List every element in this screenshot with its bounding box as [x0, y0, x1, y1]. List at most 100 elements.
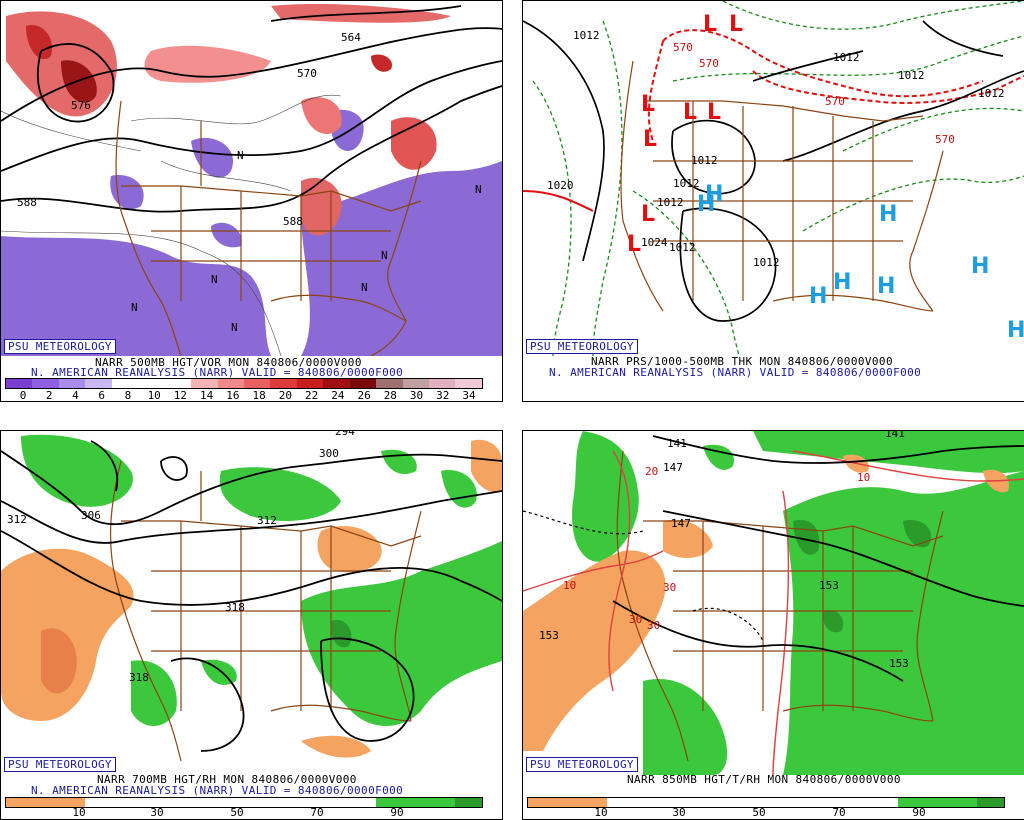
contour-label: 576 — [71, 99, 91, 112]
temperature-label: 10 — [857, 471, 870, 484]
caption-title: NARR PRS/1000-500MB THK MON 840806/0000V… — [591, 355, 893, 368]
colorbar-tick-label: 70 — [832, 806, 846, 819]
colorbar-swatch — [739, 798, 766, 807]
height-contour — [1, 85, 502, 213]
height-contour — [1, 530, 502, 606]
high-pressure-center: H — [705, 182, 723, 207]
colorbar-swatch — [951, 798, 978, 807]
contour-label: 141 — [885, 431, 905, 440]
contour-label: 153 — [819, 579, 839, 592]
temperature-contour — [608, 450, 631, 692]
low-pressure-center: L — [729, 12, 743, 37]
vorticity-map: 564 570 576 588 588 N N N N N N N — [1, 4, 502, 356]
rh-colorbar — [5, 797, 483, 808]
contour-label: 306 — [81, 509, 101, 522]
height-contour — [170, 657, 245, 752]
thickness-contour — [632, 190, 740, 356]
colorbar-swatch — [217, 798, 244, 807]
temperature-contour — [792, 450, 1024, 482]
colorbar-swatch — [455, 798, 482, 807]
colorbar-swatch — [528, 798, 555, 807]
high-pressure-center: H — [697, 192, 715, 217]
high-pressure-center: H — [971, 254, 989, 279]
height-contour — [662, 510, 1024, 607]
colorbar-swatch — [580, 798, 608, 807]
high-pressure-center: H — [833, 270, 851, 295]
colorbar-tick-label: 32 — [436, 389, 450, 402]
colorbar-swatch — [607, 798, 634, 807]
colorbar-swatch — [349, 798, 377, 807]
thickness-label: 570 — [825, 95, 845, 108]
rh700-map: 294 300 306 312 312 318 318 — [1, 431, 502, 762]
contour-label: 147 — [663, 461, 683, 474]
panel-850mb-rh: 141 141 147 147 153 153 153 10 10 20 30 … — [522, 430, 1024, 820]
contour-label: 294 — [335, 431, 355, 438]
height-contour — [270, 5, 462, 22]
isobar-label: 1012 — [833, 51, 860, 64]
colorbar-swatch — [924, 798, 951, 807]
coastline — [782, 704, 934, 722]
isobar-label: 1020 — [547, 179, 574, 192]
low-pressure-center: L — [683, 100, 697, 125]
colorbar-swatch — [686, 798, 714, 807]
temperature-contour — [772, 490, 790, 775]
height-contour — [160, 456, 188, 481]
colorbar-swatch — [871, 798, 899, 807]
colorbar-tick-label: 50 — [230, 806, 244, 819]
low-pressure-center: L — [643, 127, 657, 152]
colorbar-swatch — [429, 379, 456, 388]
high-vorticity-area — [391, 117, 437, 170]
isobar — [679, 207, 777, 322]
vorticity-contour — [1, 110, 142, 152]
contour-label: 147 — [671, 517, 691, 530]
colorbar-swatch — [191, 798, 218, 807]
colorbar-swatch — [111, 798, 139, 807]
isobar-1020 — [523, 190, 594, 212]
moist-area — [441, 470, 477, 508]
dry-area — [301, 735, 371, 758]
colorbar-tick-label: 30 — [150, 806, 164, 819]
high-vorticity-area — [301, 97, 342, 134]
low-vorticity-area — [211, 222, 242, 248]
psu-meteorology-label: PSU METEOROLOGY — [526, 339, 638, 354]
colorbar-swatch — [765, 798, 793, 807]
colorbar-tick-label: 70 — [310, 806, 324, 819]
thickness-contour — [722, 1, 1024, 30]
moist-area-dark — [903, 520, 932, 548]
pressure-thickness-map: 1012 1012 1012 1012 1012 1012 1012 1012 … — [523, 1, 1024, 356]
isobar — [671, 119, 756, 195]
state-border — [151, 121, 391, 301]
moist-area — [703, 444, 734, 470]
contour-label: 318 — [225, 601, 245, 614]
colorbar-tick-label: 50 — [752, 806, 766, 819]
height-contour — [1, 450, 502, 526]
moist-area — [219, 467, 341, 521]
height-contour — [1, 490, 502, 544]
temperature-label: 20 — [645, 465, 658, 478]
caption-valid: N. AMERICAN REANALYSIS (NARR) VALID = 84… — [31, 366, 404, 379]
country-border — [643, 100, 924, 122]
colorbar-swatch — [554, 798, 581, 807]
coastline — [616, 450, 689, 762]
low-pressure-center: L — [703, 12, 717, 37]
colorbar-swatch — [349, 379, 377, 388]
isobar-label: 1024 — [641, 236, 668, 249]
contour-label: 588 — [17, 196, 37, 209]
height-contour — [692, 607, 764, 642]
colorbar-tick-label: 10 — [147, 389, 161, 402]
temperature-label: 10 — [563, 579, 576, 592]
height-contour — [90, 440, 119, 492]
colorbar-tick-label: 12 — [173, 389, 188, 402]
low-pressure-center: L — [707, 100, 721, 125]
colorbar-swatch — [792, 798, 819, 807]
dry-area — [1, 548, 134, 721]
isobar-label: 1012 — [978, 87, 1005, 100]
temperature-label: 30 — [629, 613, 642, 626]
thickness-label: 570 — [673, 41, 693, 54]
state-border — [151, 471, 391, 711]
colorbar-swatch — [270, 798, 297, 807]
moist-area — [753, 431, 1024, 474]
colorbar-swatch — [296, 379, 324, 388]
height-contour — [652, 435, 1024, 464]
coastline — [270, 294, 407, 322]
